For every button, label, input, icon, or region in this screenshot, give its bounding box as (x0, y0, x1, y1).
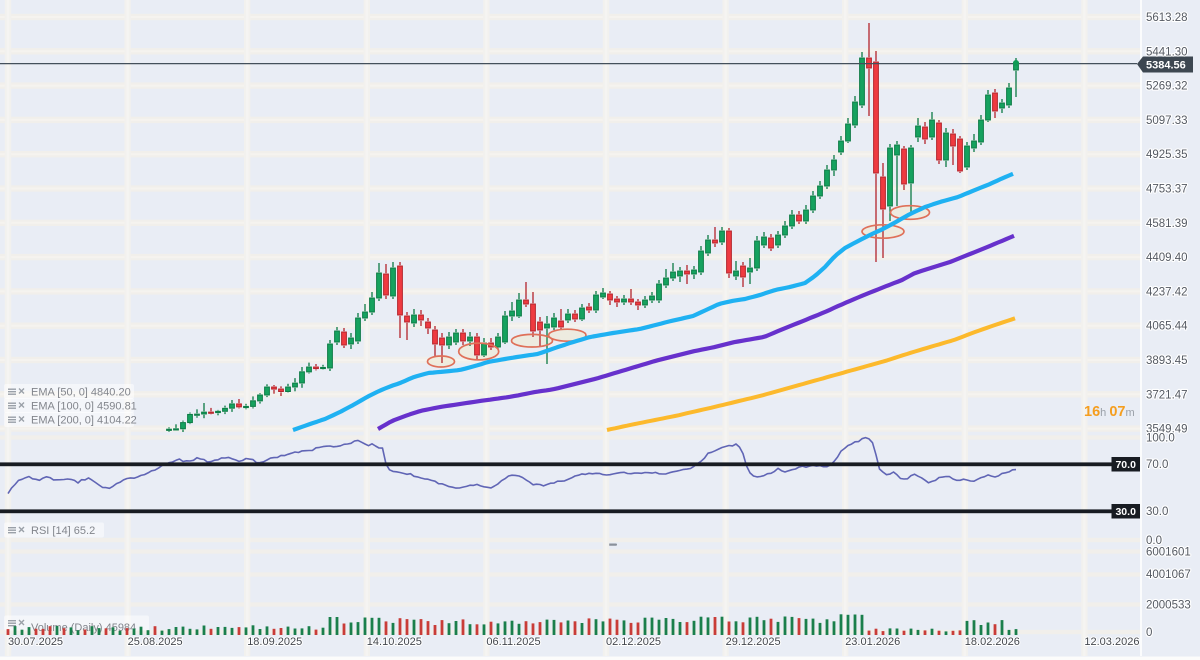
svg-text:30.0: 30.0 (1115, 506, 1136, 518)
svg-text:2000533: 2000533 (1146, 600, 1191, 612)
svg-text:4065.44: 4065.44 (1146, 321, 1188, 333)
svg-text:5384.56: 5384.56 (1146, 60, 1186, 72)
svg-text:70.0: 70.0 (1146, 459, 1168, 471)
svg-text:30.07.2025: 30.07.2025 (8, 636, 63, 648)
svg-text:EMA [100, 0] 4590.81: EMA [100, 0] 4590.81 (31, 401, 137, 413)
svg-text:100.0: 100.0 (1146, 432, 1175, 444)
svg-text:5097.33: 5097.33 (1146, 115, 1188, 127)
svg-text:RSI [14] 65.2: RSI [14] 65.2 (31, 525, 95, 537)
svg-text:29.12.2025: 29.12.2025 (726, 636, 781, 648)
svg-text:EMA [200, 0] 4104.22: EMA [200, 0] 4104.22 (31, 415, 137, 427)
svg-text:18.02.2026: 18.02.2026 (965, 636, 1020, 648)
svg-text:4925.35: 4925.35 (1146, 149, 1188, 161)
svg-text:16h 07m: 16h 07m (1084, 404, 1135, 420)
svg-text:4001067: 4001067 (1146, 569, 1191, 581)
svg-text:0.0: 0.0 (1146, 535, 1162, 547)
svg-text:3893.45: 3893.45 (1146, 355, 1188, 367)
svg-text:4237.42: 4237.42 (1146, 286, 1188, 298)
svg-text:6001601: 6001601 (1146, 546, 1191, 558)
svg-text:12.03.2026: 12.03.2026 (1084, 636, 1139, 648)
svg-text:18.09.2025: 18.09.2025 (247, 636, 302, 648)
svg-text:3721.47: 3721.47 (1146, 389, 1188, 401)
svg-text:06.11.2025: 06.11.2025 (486, 636, 540, 648)
svg-text:EMA [50, 0] 4840.20: EMA [50, 0] 4840.20 (31, 387, 131, 399)
svg-text:70.0: 70.0 (1115, 459, 1136, 471)
svg-text:02.12.2025: 02.12.2025 (606, 636, 661, 648)
svg-text:5613.28: 5613.28 (1146, 12, 1188, 24)
svg-text:0: 0 (1146, 627, 1152, 639)
svg-text:4581.39: 4581.39 (1146, 218, 1188, 230)
svg-text:5269.32: 5269.32 (1146, 81, 1188, 93)
svg-text:3549.49: 3549.49 (1146, 424, 1188, 436)
svg-text:14.10.2025: 14.10.2025 (367, 636, 422, 648)
svg-text:4409.40: 4409.40 (1146, 252, 1188, 264)
svg-text:25.08.2025: 25.08.2025 (128, 636, 183, 648)
svg-text:30.0: 30.0 (1146, 506, 1168, 518)
svg-text:5441.30: 5441.30 (1146, 46, 1188, 58)
svg-text:23.01.2026: 23.01.2026 (845, 636, 900, 648)
svg-text:4753.37: 4753.37 (1146, 184, 1188, 196)
